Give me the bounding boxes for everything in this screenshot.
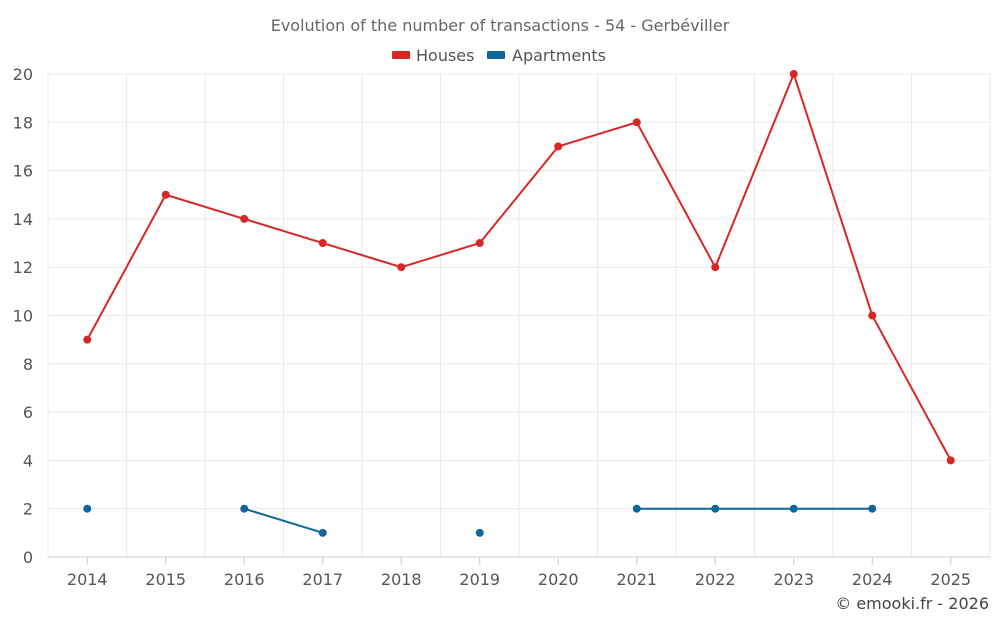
data-point-houses[interactable] xyxy=(475,239,484,248)
y-tick-label: 20 xyxy=(13,65,33,84)
y-tick-label: 10 xyxy=(13,307,33,326)
legend-swatch-houses xyxy=(392,51,410,59)
y-tick-label: 12 xyxy=(13,258,33,277)
data-point-houses[interactable] xyxy=(161,190,170,199)
y-axis: 0 2 4 6 8 10 12 14 16 18 20 xyxy=(13,65,33,567)
series xyxy=(83,70,955,537)
x-axis: 2014 2015 2016 2017 2018 2019 2020 2021 2022 2023… xyxy=(67,557,971,589)
x-tick-label: 2025 xyxy=(930,570,971,589)
data-point-houses[interactable] xyxy=(632,118,641,127)
x-tick-label: 2018 xyxy=(381,570,422,589)
x-tick-label: 2015 xyxy=(145,570,186,589)
data-point-houses[interactable] xyxy=(554,142,563,151)
data-point-apartments[interactable] xyxy=(632,504,641,513)
data-point-houses[interactable] xyxy=(711,263,720,272)
series-line-houses xyxy=(86,73,952,462)
y-tick-label: 18 xyxy=(13,113,33,132)
y-tick-label: 8 xyxy=(23,355,33,374)
credit-text: © emooki.fr - 2026 xyxy=(835,594,989,613)
data-point-houses[interactable] xyxy=(397,263,406,272)
x-tick-label: 2017 xyxy=(302,570,343,589)
legend: Houses Apartments xyxy=(392,46,606,65)
data-point-houses[interactable] xyxy=(868,311,877,320)
data-point-houses[interactable] xyxy=(240,214,249,223)
x-tick-label: 2019 xyxy=(459,570,500,589)
gridlines xyxy=(47,73,991,558)
legend-label-apartments: Apartments xyxy=(512,46,606,65)
series-line-apartments xyxy=(243,507,324,534)
y-tick-label: 16 xyxy=(13,162,33,181)
x-tick-label: 2014 xyxy=(67,570,108,589)
x-tick-label: 2022 xyxy=(695,570,736,589)
series-houses xyxy=(83,70,955,465)
data-point-apartments[interactable] xyxy=(711,504,720,513)
legend-item-houses[interactable]: Houses xyxy=(392,46,474,65)
x-tick-label: 2020 xyxy=(538,570,579,589)
x-tick-label: 2016 xyxy=(224,570,265,589)
x-tick-label: 2023 xyxy=(773,570,814,589)
data-point-apartments[interactable] xyxy=(789,504,798,513)
chart-title: Evolution of the number of transactions … xyxy=(271,16,730,35)
data-point-houses[interactable] xyxy=(318,239,327,248)
y-tick-label: 0 xyxy=(23,548,33,567)
y-tick-label: 6 xyxy=(23,403,33,422)
series-apartments xyxy=(83,504,877,537)
y-tick-label: 4 xyxy=(23,451,33,470)
data-point-houses[interactable] xyxy=(946,456,955,465)
data-point-houses[interactable] xyxy=(789,70,798,78)
data-point-apartments[interactable] xyxy=(318,528,327,537)
data-point-apartments[interactable] xyxy=(240,504,249,513)
legend-swatch-apartments xyxy=(487,51,505,59)
data-point-apartments[interactable] xyxy=(475,528,484,537)
legend-item-apartments[interactable]: Apartments xyxy=(487,46,606,65)
x-tick-label: 2024 xyxy=(852,570,893,589)
y-tick-label: 2 xyxy=(23,500,33,519)
y-tick-label: 14 xyxy=(13,210,33,229)
x-tick-label: 2021 xyxy=(616,570,657,589)
legend-label-houses: Houses xyxy=(416,46,474,65)
data-point-apartments[interactable] xyxy=(868,504,877,513)
data-point-apartments[interactable] xyxy=(83,504,92,513)
data-point-houses[interactable] xyxy=(83,335,92,344)
